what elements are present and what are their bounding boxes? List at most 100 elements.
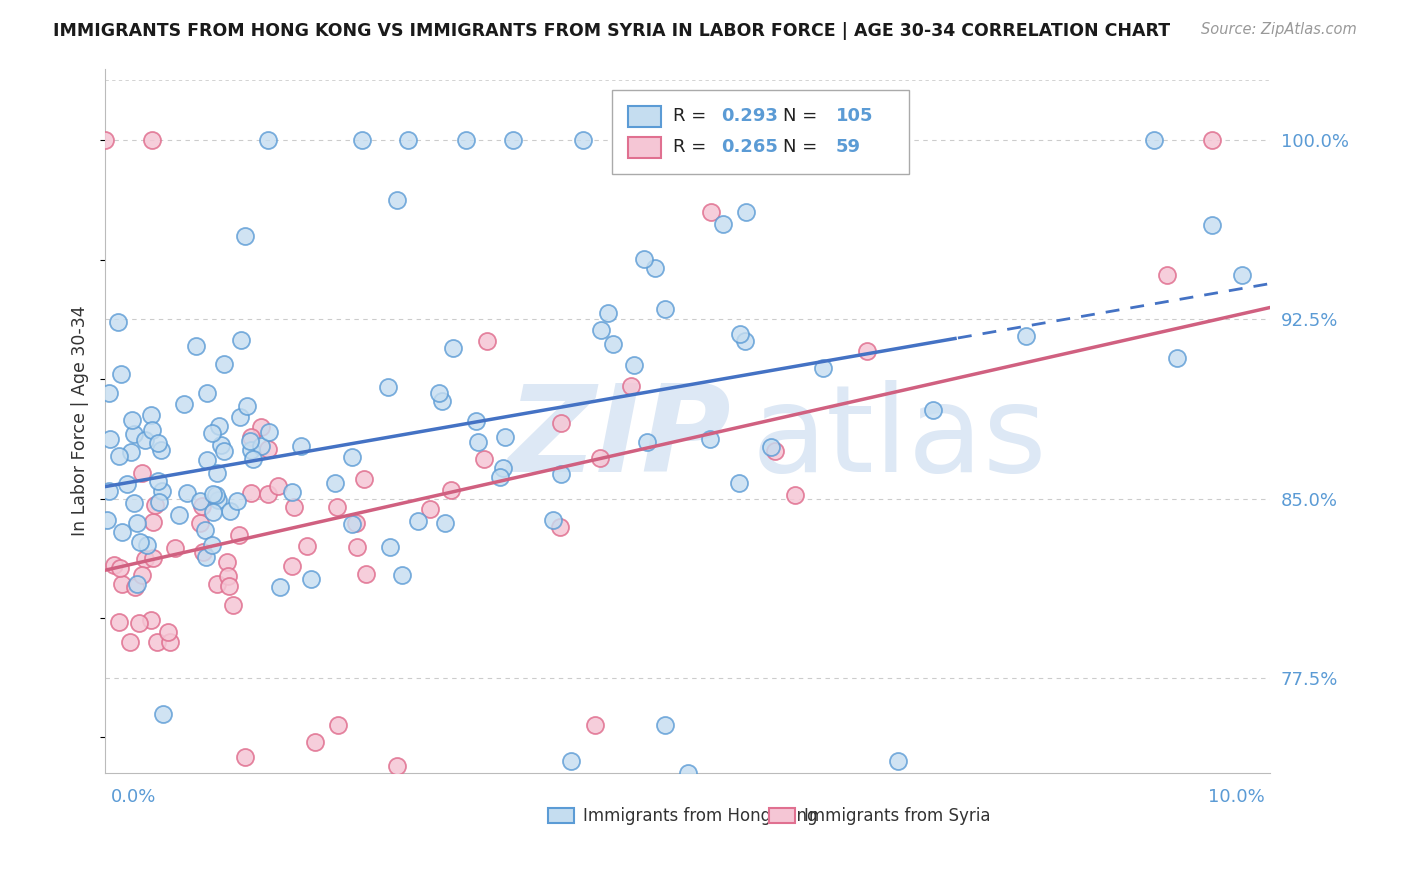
Point [184,338,207,352]
Point [240,430,263,444]
Point [1166,351,1188,366]
Point [256,486,278,500]
Point [434,516,457,530]
Text: Immigrants from Hong Kong: Immigrants from Hong Kong [583,806,817,824]
Point [205,466,228,480]
Bar [769,808,794,823]
Point [1201,133,1223,147]
Point [134,551,156,566]
Text: IMMIGRANTS FROM HONG KONG VS IMMIGRANTS FROM SYRIA IN LABOR FORCE | AGE 30-34 CO: IMMIGRANTS FROM HONG KONG VS IMMIGRANTS … [53,22,1171,40]
Text: N =: N = [783,107,824,126]
Point [141,423,163,437]
Point [139,613,162,627]
Point [391,567,413,582]
Text: 0.0%: 0.0% [111,788,156,805]
Point [195,550,218,565]
Text: R =: R = [672,107,711,126]
Point [117,476,139,491]
Point [190,499,212,513]
Point [107,449,129,463]
Point [340,450,363,465]
Point [1201,219,1223,233]
Point [676,766,699,780]
Point [550,467,572,481]
Point [226,494,249,508]
Text: 59: 59 [835,138,860,156]
Point [654,718,676,732]
Point [215,555,238,569]
Point [96,513,118,527]
Point [98,484,121,499]
Text: N =: N = [783,138,824,156]
Point [623,358,645,372]
Point [108,615,131,629]
Point [636,435,658,450]
Point [475,334,498,348]
Point [281,485,304,500]
Point [589,323,612,337]
Point [209,438,232,452]
Point [1156,268,1178,282]
Point [239,434,262,448]
Point [763,444,786,458]
Point [118,635,141,649]
Point [728,327,751,342]
Point [256,442,278,456]
Point [110,560,132,574]
FancyBboxPatch shape [612,90,910,174]
Point [159,635,181,649]
Point [346,540,368,554]
Point [385,193,408,207]
Point [440,483,463,498]
Point [290,439,312,453]
Point [131,568,153,582]
Point [711,217,734,231]
Point [257,425,280,439]
Point [378,540,401,554]
Point [191,545,214,559]
Point [353,472,375,486]
Point [129,535,152,549]
Point [572,133,595,147]
Point [432,394,454,409]
Bar [628,136,661,158]
Point [173,397,195,411]
Point [727,476,749,491]
Point [257,133,280,147]
Point [589,450,612,465]
Point [472,451,495,466]
Point [813,361,835,376]
Point [194,523,217,537]
Text: R =: R = [672,138,711,156]
Point [103,558,125,572]
Point [205,488,228,502]
Point [195,452,218,467]
Point [299,573,322,587]
Point [548,519,571,533]
Point [541,513,564,527]
Point [94,133,117,147]
Point [502,133,524,147]
Point [124,580,146,594]
Point [326,500,349,515]
Point [120,445,142,459]
Point [283,500,305,514]
Point [465,414,488,428]
Point [127,577,149,591]
Point [1230,268,1253,282]
Point [125,516,148,531]
Point [550,416,572,430]
Point [188,493,211,508]
Point [124,426,146,441]
Point [219,504,242,518]
Point [419,502,441,516]
Point [142,551,165,566]
Point [406,514,429,528]
Point [560,755,582,769]
Point [229,410,252,425]
Point [239,442,262,457]
Text: ZIP: ZIP [508,380,731,497]
Point [761,440,783,454]
Point [202,487,225,501]
Point [149,443,172,458]
